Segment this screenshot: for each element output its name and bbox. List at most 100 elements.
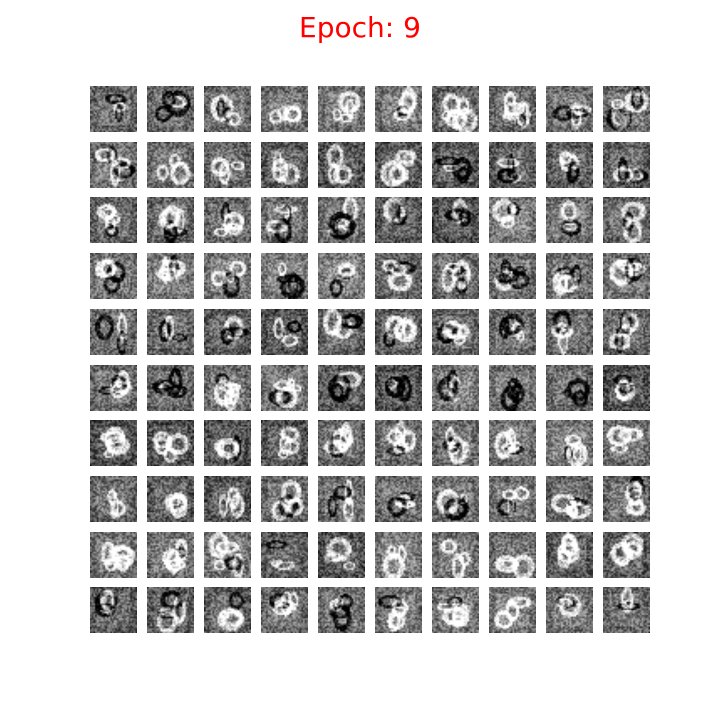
digit-sample-tile	[204, 420, 251, 466]
digit-sample-tile	[147, 86, 194, 132]
digit-sample-image	[261, 476, 308, 522]
digit-sample-image	[204, 86, 251, 132]
digit-sample-tile	[432, 420, 479, 466]
digit-sample-tile	[261, 532, 308, 578]
digit-sample-image	[90, 142, 137, 188]
digit-sample-image	[489, 532, 536, 578]
digit-sample-image	[261, 253, 308, 299]
digit-sample-tile	[375, 587, 422, 633]
digit-sample-image	[204, 365, 251, 411]
digit-sample-tile	[375, 476, 422, 522]
digit-sample-image	[432, 532, 479, 578]
digit-sample-image	[261, 420, 308, 466]
digit-sample-tile	[546, 587, 593, 633]
digit-sample-image	[204, 532, 251, 578]
digit-sample-tile	[318, 197, 365, 243]
digit-sample-tile	[432, 532, 479, 578]
digit-sample-image	[318, 365, 365, 411]
digit-sample-tile	[318, 86, 365, 132]
digit-sample-tile	[204, 587, 251, 633]
digit-sample-tile	[204, 253, 251, 299]
digit-sample-image	[432, 253, 479, 299]
digit-sample-tile	[432, 197, 479, 243]
digit-sample-image	[261, 309, 308, 355]
digit-sample-image	[261, 365, 308, 411]
digit-sample-tile	[375, 86, 422, 132]
digit-sample-tile	[90, 253, 137, 299]
digit-sample-tile	[90, 476, 137, 522]
digit-sample-tile	[204, 86, 251, 132]
digit-sample-image	[489, 142, 536, 188]
digit-sample-tile	[603, 253, 650, 299]
digit-sample-image	[489, 309, 536, 355]
digit-sample-tile	[603, 365, 650, 411]
digit-sample-tile	[603, 587, 650, 633]
digit-sample-tile	[318, 476, 365, 522]
digit-sample-image	[546, 587, 593, 633]
digit-sample-tile	[375, 365, 422, 411]
digit-sample-image	[204, 476, 251, 522]
digit-sample-image	[261, 142, 308, 188]
digit-sample-image	[432, 86, 479, 132]
digit-sample-image	[603, 420, 650, 466]
digit-sample-image	[432, 587, 479, 633]
digit-sample-tile	[432, 365, 479, 411]
digit-sample-tile	[546, 420, 593, 466]
digit-sample-tile	[375, 197, 422, 243]
digit-sample-image	[546, 197, 593, 243]
digit-sample-tile	[489, 253, 536, 299]
digit-sample-image	[603, 253, 650, 299]
digit-sample-image	[489, 86, 536, 132]
digit-sample-tile	[318, 309, 365, 355]
digit-sample-image	[546, 309, 593, 355]
digit-sample-image	[90, 420, 137, 466]
digit-sample-tile	[489, 587, 536, 633]
digit-sample-image	[375, 420, 422, 466]
digit-sample-image	[147, 532, 194, 578]
digit-sample-image	[318, 420, 365, 466]
digit-sample-image	[261, 532, 308, 578]
digit-sample-image	[204, 142, 251, 188]
digit-sample-image	[432, 197, 479, 243]
digit-sample-image	[432, 420, 479, 466]
digit-sample-image	[546, 532, 593, 578]
digit-sample-image	[90, 476, 137, 522]
digit-sample-tile	[546, 532, 593, 578]
digit-sample-image	[90, 197, 137, 243]
digit-sample-image	[603, 365, 650, 411]
digit-sample-tile	[261, 309, 308, 355]
digit-sample-tile	[375, 142, 422, 188]
digit-sample-tile	[489, 86, 536, 132]
digit-sample-image	[147, 365, 194, 411]
digit-sample-tile	[546, 309, 593, 355]
epoch-title: Epoch: 9	[299, 11, 421, 44]
digit-sample-tile	[546, 86, 593, 132]
digit-sample-image	[546, 142, 593, 188]
digit-sample-image	[603, 86, 650, 132]
digit-sample-tile	[489, 365, 536, 411]
digit-sample-image	[204, 309, 251, 355]
digit-sample-tile	[603, 420, 650, 466]
digit-sample-image	[375, 587, 422, 633]
digit-sample-image	[603, 476, 650, 522]
digit-sample-tile	[489, 420, 536, 466]
digit-sample-image	[375, 253, 422, 299]
digit-sample-image	[147, 309, 194, 355]
digit-sample-image	[375, 197, 422, 243]
digit-sample-tile	[147, 309, 194, 355]
digit-sample-tile	[546, 197, 593, 243]
digit-sample-image	[489, 365, 536, 411]
digit-sample-tile	[261, 142, 308, 188]
digit-sample-tile	[318, 365, 365, 411]
digit-sample-tile	[261, 365, 308, 411]
digit-sample-tile	[603, 142, 650, 188]
digit-sample-tile	[375, 253, 422, 299]
digit-sample-tile	[603, 86, 650, 132]
digit-sample-tile	[318, 532, 365, 578]
digit-sample-image	[432, 476, 479, 522]
digit-sample-tile	[204, 365, 251, 411]
digit-sample-tile	[204, 309, 251, 355]
digit-sample-image	[489, 420, 536, 466]
digit-sample-tile	[90, 309, 137, 355]
digit-sample-tile	[489, 197, 536, 243]
